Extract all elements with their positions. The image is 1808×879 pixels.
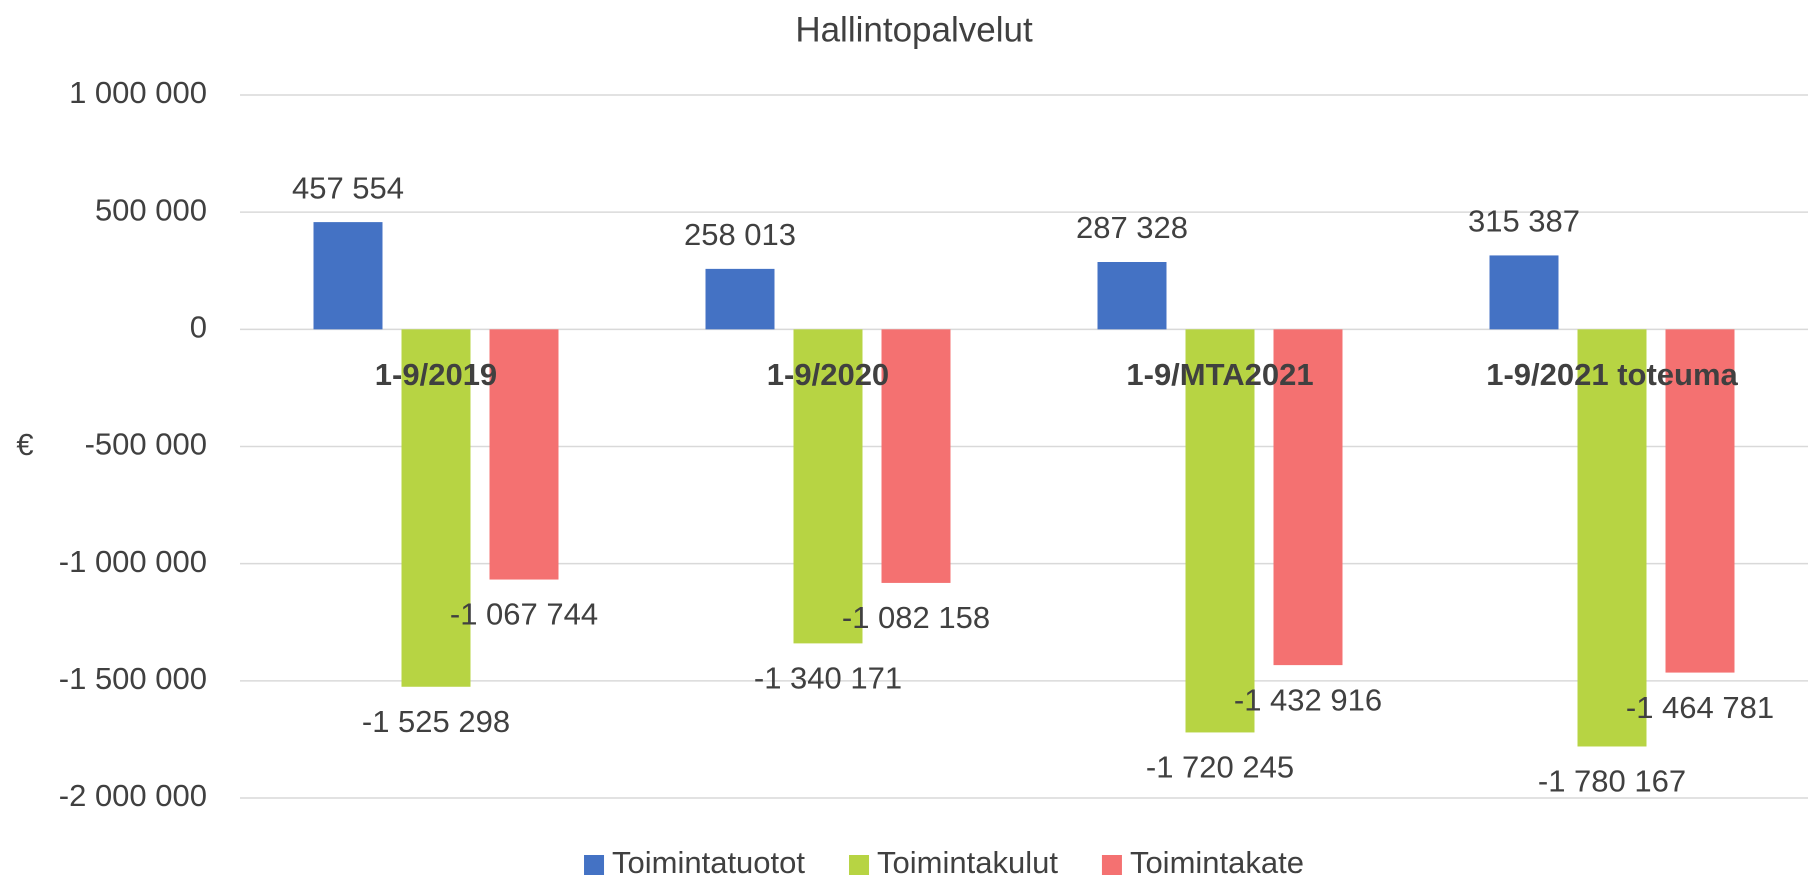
bar (1097, 262, 1167, 330)
legend-label: Toimintakulut (877, 845, 1058, 879)
y-tick-label: -1 000 000 (59, 544, 207, 579)
bar (313, 222, 383, 330)
data-label: -1 340 171 (754, 661, 902, 696)
data-label: 315 387 (1468, 204, 1580, 239)
bar (1489, 255, 1559, 330)
y-tick-label: 1 000 000 (69, 75, 207, 110)
data-label: -1 432 916 (1234, 682, 1382, 717)
y-tick-label: -1 500 000 (59, 661, 207, 696)
legend-swatch (1101, 855, 1122, 875)
x-tick-label: 1-9/2021 toteuma (1486, 357, 1738, 392)
bar (1665, 329, 1735, 673)
bar (1185, 329, 1255, 733)
data-label: -1 067 744 (450, 597, 598, 632)
y-tick-label: 500 000 (95, 192, 207, 227)
y-tick-label: -2 000 000 (59, 778, 207, 813)
chart-title: Hallintopalvelut (795, 10, 1033, 49)
legend-swatch (584, 855, 605, 875)
bar (793, 329, 863, 644)
data-label: 457 554 (292, 170, 404, 205)
data-label: 258 013 (684, 217, 796, 252)
y-tick-label: 0 (190, 310, 207, 345)
x-tick-label: 1-9/2019 (375, 357, 497, 392)
x-tick-label: 1-9/2020 (767, 357, 889, 392)
data-label: -1 464 781 (1626, 690, 1774, 725)
bar (1577, 329, 1647, 747)
legend-label: Toimintatuotot (612, 845, 805, 879)
bar (489, 329, 559, 580)
bar (401, 329, 471, 687)
data-label: -1 525 298 (362, 704, 510, 739)
data-label: 287 328 (1076, 210, 1188, 245)
y-tick-label: -500 000 (85, 427, 207, 462)
x-tick-label: 1-9/MTA2021 (1126, 357, 1313, 392)
bar (705, 268, 775, 330)
legend-swatch (849, 855, 870, 875)
bar (1273, 329, 1343, 666)
data-label: -1 720 245 (1146, 750, 1294, 785)
legend-label: Toimintakate (1130, 845, 1304, 879)
data-label: -1 082 158 (842, 600, 990, 635)
y-axis-label: € (16, 427, 33, 462)
bar (881, 329, 951, 583)
data-label: -1 780 167 (1538, 764, 1686, 799)
